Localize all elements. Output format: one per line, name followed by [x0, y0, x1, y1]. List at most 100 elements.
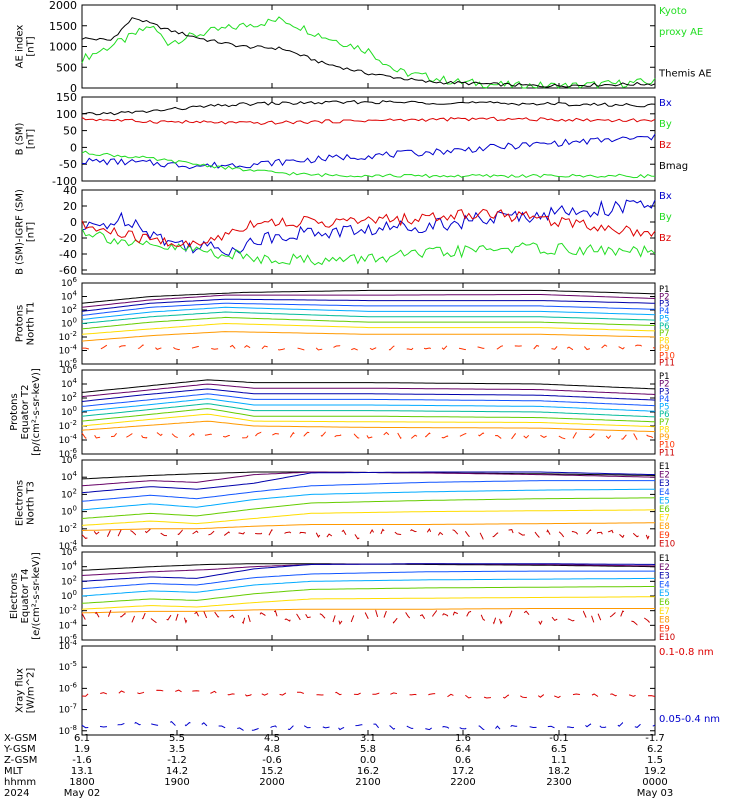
ytick-label-xray-0: 10-8	[59, 724, 77, 737]
legend-bsm-0: Bx	[659, 98, 672, 109]
ephem-value-0-2: 4.5	[264, 733, 280, 744]
series-line-xray-0-1-0-8-nm	[81, 688, 656, 699]
legend-pn-3: P4	[659, 307, 670, 317]
series-line-ee-e6	[81, 586, 655, 604]
series-line-ee-e8	[81, 608, 655, 614]
series-line-pe-p1	[81, 379, 656, 393]
ytick-label-pe-6: 106	[61, 363, 77, 376]
ytick-label-pn-3: 100	[61, 317, 77, 330]
ytick-label-dbsm-1: -40	[59, 248, 77, 261]
series-line-en-e7	[81, 509, 655, 526]
legend-pe-3: P4	[659, 395, 670, 405]
ytick-label-bsm-1: -50	[59, 158, 77, 171]
series-line-pe-p5	[81, 398, 656, 412]
ephem-value-1-5: 6.5	[551, 744, 567, 755]
ylabel-xray-0: Xray flux	[15, 668, 26, 713]
legend-pn-9: P10	[659, 351, 675, 361]
ytick-label-ee-6: 106	[61, 545, 77, 558]
legend-ee-3: E4	[659, 580, 670, 590]
series-line-ee-e9	[81, 608, 656, 626]
ytick-label-pn-2: 10-2	[59, 330, 77, 343]
ephem-value-2-2: -0.6	[262, 755, 282, 766]
series-line-pn-p4	[81, 302, 656, 316]
ylabel-en-1: North T3	[26, 481, 37, 525]
legend-pe-9: P10	[659, 441, 675, 451]
ephem-label-5: 2024	[4, 788, 29, 799]
ephem-value-4-4: 2200	[450, 777, 475, 788]
legend-ee-6: E7	[659, 607, 670, 617]
legend-ee-8: E9	[659, 624, 670, 634]
ephem-value-1-4: 6.4	[455, 744, 471, 755]
series-line-en-e9	[81, 527, 656, 541]
ytick-label-pn-1: 10-4	[59, 344, 78, 357]
ytick-label-en-0: 10-4	[59, 539, 78, 552]
ephem-value-4-0: 1800	[69, 777, 94, 788]
series-line-pn-p8	[81, 322, 656, 335]
ytick-label-ee-4: 102	[61, 574, 77, 587]
series-line-pe-p2	[81, 383, 656, 398]
ytick-label-pe-1: 10-4	[59, 433, 78, 446]
series-line-pn-p10	[82, 344, 656, 351]
ytick-label-dbsm-4: 20	[63, 200, 77, 213]
panel-frame-dbsm	[81, 189, 656, 275]
ytick-label-pn-0: 10-6	[59, 357, 78, 370]
ytick-label-ae-1: 500	[56, 61, 77, 74]
ytick-label-ae-2: 1000	[49, 41, 77, 54]
legend-pn-4: P5	[659, 314, 670, 324]
legend-ee-7: E8	[659, 616, 670, 626]
series-line-bsm-by	[81, 150, 656, 179]
ephem-value-2-3: 0.0	[360, 755, 376, 766]
ytick-label-pe-2: 10-2	[59, 419, 77, 432]
ytick-label-en-2: 100	[61, 505, 77, 518]
ephem-value-3-1: 14.2	[166, 766, 188, 777]
legend-pe-1: P2	[659, 380, 670, 390]
ytick-label-dbsm-2: -20	[59, 232, 77, 245]
ytick-label-pn-6: 106	[61, 276, 77, 289]
legend-bsm-3: Bmag	[659, 161, 688, 172]
ephem-value-0-3: 3.1	[360, 733, 376, 744]
legend-pn-5: P6	[659, 322, 670, 332]
panel-frame-ae	[81, 4, 656, 89]
ylabel-ee-1: Equator T4	[20, 569, 31, 624]
ephem-value-1-0: 1.9	[74, 744, 90, 755]
legend-pn-6: P7	[659, 329, 670, 339]
series-line-pn-p3	[81, 298, 656, 312]
legend-bsm-2: Bz	[659, 140, 671, 151]
legend-pn-8: P9	[659, 344, 670, 354]
ephem-label-1: Y-GSM	[3, 744, 36, 755]
ytick-label-ee-5: 104	[61, 560, 77, 573]
legend-pe-10: P11	[659, 448, 675, 458]
ylabel-pe-2: [p/(cm²-s-sr-keV)]	[31, 368, 42, 456]
ytick-label-dbsm-0: -60	[59, 264, 77, 277]
ytick-label-ae-0: 0	[70, 82, 77, 95]
legend-ee-1: E2	[659, 563, 670, 573]
legend-ae-1: proxy AE	[659, 27, 703, 38]
ytick-label-xray-3: 10-5	[59, 660, 77, 673]
legend-en-8: E9	[659, 531, 670, 541]
series-line-dbsm-bz	[81, 208, 656, 248]
series-line-bsm-bmag	[81, 100, 656, 116]
legend-pn-10: P11	[659, 359, 675, 369]
series-line-dbsm-by	[81, 228, 656, 266]
series-line-ee-e3	[81, 563, 656, 582]
ytick-label-ee-1: 10-4	[59, 618, 78, 631]
series-line-xray-0-05-0-4-nm	[81, 720, 656, 732]
ytick-label-ae-3: 1500	[49, 20, 77, 33]
ephem-value-4-2: 2000	[259, 777, 284, 788]
series-line-ee-e7	[81, 596, 656, 610]
ytick-label-en-5: 106	[61, 453, 77, 466]
legend-ae-3: Themis AE	[658, 68, 712, 79]
ylabel-bsm-1: [nT]	[26, 129, 37, 149]
legend-en-2: E3	[659, 479, 670, 489]
ephem-value-3-0: 13.1	[71, 766, 93, 777]
legend-xray-3: 0.05-0.4 nm	[659, 714, 720, 725]
ytick-label-pe-3: 100	[61, 405, 77, 418]
ephem-value-3-4: 17.2	[452, 766, 474, 777]
legend-en-3: E4	[659, 488, 670, 498]
ephem-label-2: Z-GSM	[4, 755, 37, 766]
legend-dbsm-0: Bx	[659, 191, 672, 202]
ephem-value-0-6: -1.7	[645, 733, 665, 744]
legend-pe-5: P6	[659, 410, 670, 420]
series-line-en-e3	[81, 471, 656, 494]
